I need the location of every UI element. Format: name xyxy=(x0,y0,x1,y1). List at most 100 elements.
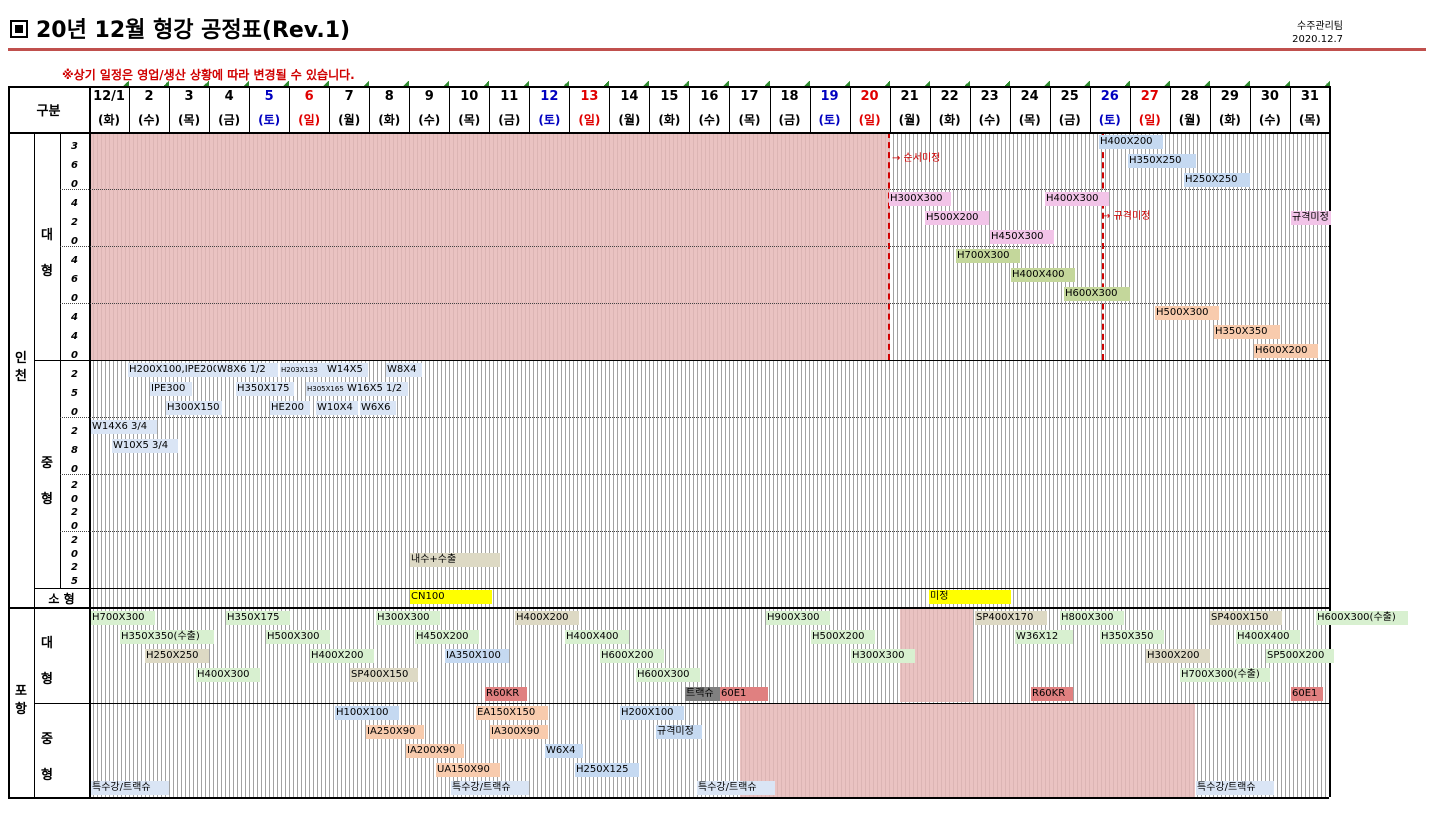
schedule-item: IA350X100 xyxy=(445,649,509,663)
header-corner-mark xyxy=(843,81,850,86)
day-weekday: (금) xyxy=(778,113,801,127)
h-line xyxy=(60,531,1329,532)
v-line xyxy=(369,86,371,132)
schedule-item: 특수강/트랙슈 xyxy=(451,781,529,795)
v-line xyxy=(1289,86,1291,132)
schedule-item: H300X300 xyxy=(376,611,440,625)
schedule-item: W8X6 1/2 xyxy=(216,363,278,377)
schedule-item: → 순서미정 xyxy=(892,153,941,164)
schedule-item: SP400X170 xyxy=(975,611,1047,625)
square-bullet-icon xyxy=(10,20,28,38)
schedule-item: W6X4 xyxy=(545,744,583,758)
type-medium-pohang: 중 형 xyxy=(41,732,53,783)
day-weekday: (목) xyxy=(178,113,201,127)
schedule-item: H500X300 xyxy=(1155,306,1219,320)
schedule-item: H350X175 xyxy=(226,611,290,625)
schedule-item: IA300X90 xyxy=(490,725,548,739)
header-corner-mark xyxy=(963,81,970,86)
schedule-item: H250X250 xyxy=(1184,173,1250,187)
day-number: 21 xyxy=(900,89,919,104)
day-number: 26 xyxy=(1100,89,1119,104)
v-line xyxy=(729,86,731,132)
day-number: 18 xyxy=(780,89,799,104)
mill-number: 2 0 2 0 xyxy=(71,480,78,532)
day-number: 31 xyxy=(1300,89,1319,104)
day-number: 28 xyxy=(1180,89,1199,104)
header-corner-mark xyxy=(1283,81,1290,86)
day-number: 19 xyxy=(820,89,839,104)
schedule-item: H500X200 xyxy=(925,211,989,225)
day-number: 14 xyxy=(620,89,639,104)
header-corner-mark xyxy=(483,81,490,86)
h-line xyxy=(60,417,1329,418)
header-corner-mark xyxy=(443,81,450,86)
schedule-item: UA150X90 xyxy=(436,763,500,777)
day-number: 27 xyxy=(1140,89,1159,104)
schedule-item: H400X400 xyxy=(1236,630,1300,644)
h-line xyxy=(60,303,1329,304)
v-line xyxy=(1329,86,1331,797)
type-small: 소 형 xyxy=(48,592,75,606)
schedule-item: H400X400 xyxy=(1011,268,1075,282)
v-line xyxy=(89,86,91,797)
schedule-item: H600X200 xyxy=(1254,344,1318,358)
schedule-item: 특수강/트랙슈 xyxy=(1196,781,1274,795)
day-weekday: (토) xyxy=(818,113,841,127)
header-corner-mark xyxy=(723,81,730,86)
schedule-item: 규격미정 xyxy=(656,725,702,739)
schedule-item: EA150X150 xyxy=(476,706,548,720)
schedule-item: H600X200 xyxy=(600,649,664,663)
v-line xyxy=(769,86,771,132)
day-number: 8 xyxy=(384,89,394,104)
day-weekday: (일) xyxy=(858,113,881,127)
header-corner-mark xyxy=(1123,81,1130,86)
schedule-item: W8X4 xyxy=(386,363,422,377)
day-number: 16 xyxy=(700,89,719,104)
day-weekday: (금) xyxy=(218,113,241,127)
h-line xyxy=(34,588,1329,589)
issue-date: 2020.12.7 xyxy=(1292,34,1343,45)
day-number: 17 xyxy=(740,89,759,104)
day-weekday: (화) xyxy=(938,113,961,127)
page-title: 20년 12월 형강 공정표(Rev.1) xyxy=(10,12,350,44)
header-corner-mark xyxy=(323,81,330,86)
v-line xyxy=(649,86,651,132)
day-number: 2 xyxy=(144,89,154,104)
region-incheon: 인 천 xyxy=(15,351,27,384)
schedule-item: H250X125 xyxy=(575,763,639,777)
schedule-item: W6X6 xyxy=(360,401,396,415)
schedule-item: H300X200 xyxy=(1146,649,1210,663)
schedule-item: H700X300 xyxy=(956,249,1020,263)
day-weekday: (금) xyxy=(498,113,521,127)
schedule-item: H200X100 xyxy=(620,706,684,720)
schedule-item: H400X300 xyxy=(196,668,260,682)
schedule-item: H450X200 xyxy=(415,630,479,644)
schedule-item: H350X350 xyxy=(1214,325,1280,339)
schedule-item: W14X5 xyxy=(326,363,368,377)
v-line xyxy=(849,86,851,132)
v-line xyxy=(609,86,611,132)
schedule-item: H100X100 xyxy=(335,706,399,720)
header-corner-mark xyxy=(1323,81,1330,86)
day-number: 15 xyxy=(660,89,679,104)
v-line xyxy=(169,86,171,132)
day-weekday: (수) xyxy=(698,113,721,127)
day-weekday: (일) xyxy=(578,113,601,127)
v-line xyxy=(1249,86,1251,132)
type-large-incheon: 대 형 xyxy=(41,228,53,279)
schedule-item: 미정 xyxy=(929,590,1011,604)
day-number: 7 xyxy=(344,89,354,104)
schedule-item: W36X12 xyxy=(1015,630,1073,644)
header-corner-mark xyxy=(1163,81,1170,86)
table-bottom-border xyxy=(8,797,1329,799)
mill-number: 4 6 0 xyxy=(71,255,78,304)
schedule-item: H400X200 xyxy=(515,611,579,625)
schedule-item: SP500X200 xyxy=(1266,649,1334,663)
schedule-item: SP400X150 xyxy=(1210,611,1282,625)
day-weekday: (화) xyxy=(378,113,401,127)
day-weekday: (수) xyxy=(1258,113,1281,127)
day-number: 5 xyxy=(264,89,274,104)
v-line xyxy=(329,86,331,132)
day-number: 24 xyxy=(1020,89,1039,104)
v-line xyxy=(889,86,891,132)
